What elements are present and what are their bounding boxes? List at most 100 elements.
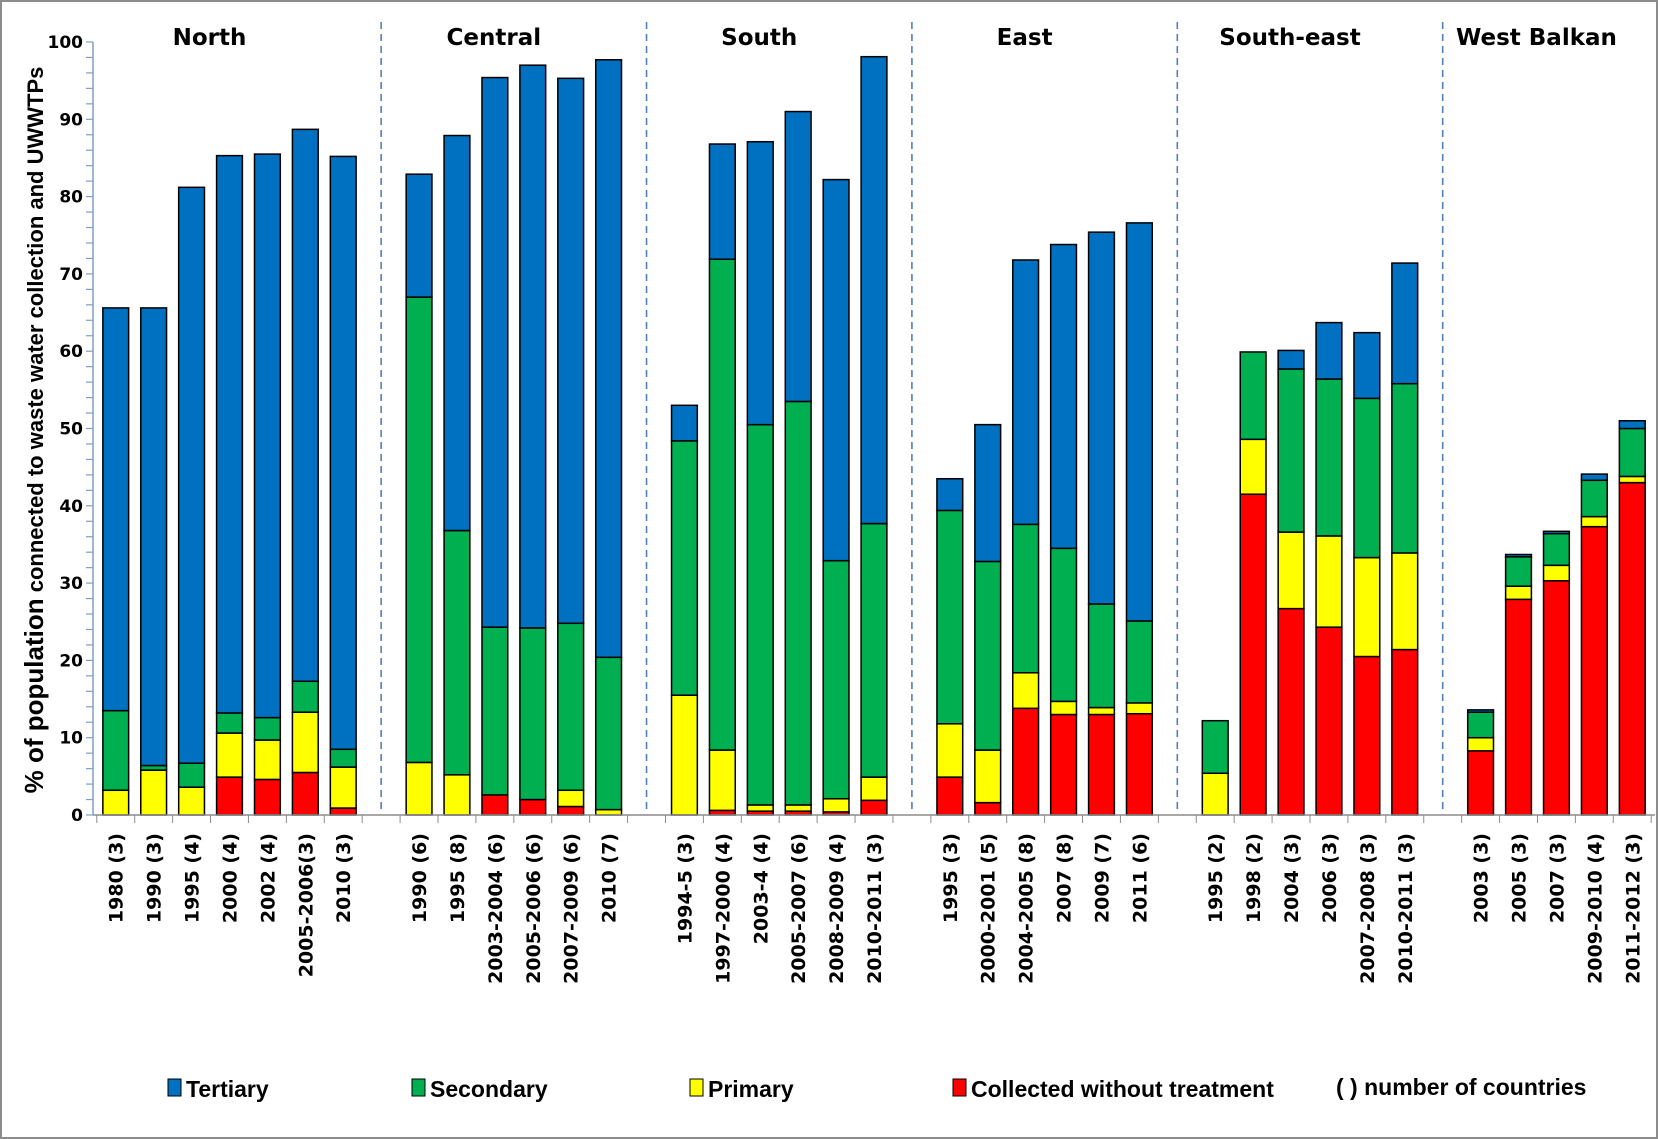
bar-segment-tertiary: [253, 153, 282, 719]
x-tick-label: 2004 (3): [1281, 833, 1303, 923]
bar-segment-primary: [1353, 556, 1381, 658]
bar-segment-tertiary: [329, 155, 357, 751]
bar-stack: [746, 140, 774, 816]
x-tick-label: 1980 (3): [106, 833, 128, 923]
bar-segment-collected: [481, 794, 509, 816]
bar-segment-primary: [974, 749, 1002, 804]
x-tick-label: 2006 (3): [1319, 833, 1341, 923]
y-axis-title: % of population connected to waste water…: [19, 67, 49, 794]
x-tick-label: 2011-2012 (3): [1622, 833, 1644, 984]
bar-segment-tertiary: [1504, 553, 1533, 558]
legend-label-collected: Collected without treatment: [971, 1076, 1274, 1102]
y-tick-label: 90: [59, 110, 83, 130]
y-axis: 0 10 20 30 40 50 60 70 80 90 100: [48, 33, 94, 826]
bar-stack: [1049, 243, 1078, 816]
bar-segment-secondary: [822, 559, 850, 800]
legend-note: ( ) number of countries: [1336, 1074, 1586, 1100]
bar-segment-primary: [670, 694, 699, 816]
bar-segment-collected: [291, 771, 319, 816]
bar-segment-secondary: [784, 400, 812, 806]
bar-segment-secondary: [594, 656, 623, 811]
x-tick-label: 2008-2009 (4): [826, 833, 848, 984]
x-tick-label: 1995 (2): [1205, 833, 1227, 923]
bar-segment-secondary: [329, 748, 357, 768]
bar-segment-primary: [1239, 438, 1267, 495]
x-tick-label: 1995 (8): [447, 833, 469, 923]
bar-stack: [329, 155, 357, 816]
bar-segment-tertiary: [557, 77, 585, 625]
group-label: Central: [447, 25, 542, 51]
bar-segment-collected: [1618, 481, 1646, 816]
bar-segment-tertiary: [1277, 349, 1305, 370]
bar-segment-secondary: [936, 509, 964, 725]
bar-segment-primary: [557, 789, 585, 808]
y-tick-label: 80: [59, 188, 83, 208]
bar-segment-tertiary: [405, 173, 433, 298]
bar-stack: [594, 59, 623, 816]
bar-segment-secondary: [177, 762, 206, 788]
bar-segment-secondary: [481, 626, 509, 796]
legend-label-primary: Primary: [708, 1076, 794, 1102]
y-tick-label: 50: [59, 420, 83, 440]
bar-segment-primary: [1087, 706, 1116, 716]
bar-segment-primary: [1580, 515, 1608, 528]
legend-swatch-collected: [952, 1078, 967, 1097]
bar-segment-secondary: [670, 440, 699, 696]
legend: Tertiary Secondary Primary Collected withou…: [167, 1076, 1274, 1102]
group-label: South-east: [1219, 25, 1360, 51]
legend-swatch-secondary: [411, 1078, 426, 1097]
x-tick-label: 2010 (3): [333, 833, 355, 923]
legend-item-collected: Collected without treatment: [952, 1076, 1274, 1102]
bar-segment-secondary: [1504, 556, 1533, 587]
x-tick-label: 1990 (3): [144, 833, 166, 923]
x-tick-label: 2002 (4): [257, 833, 279, 923]
legend-label-tertiary: Tertiary: [186, 1076, 269, 1102]
bar-segment-tertiary: [215, 154, 244, 714]
bar-segment-secondary: [557, 622, 585, 792]
group-label: South: [721, 25, 797, 51]
bar-segment-tertiary: [1049, 243, 1078, 550]
bar-segment-tertiary: [594, 59, 623, 659]
bar-segment-collected: [1239, 493, 1267, 816]
bar-segment-primary: [708, 749, 736, 812]
bar-segment-primary: [102, 789, 130, 816]
bar-segment-collected: [974, 801, 1002, 816]
bar-segment-primary: [594, 808, 623, 816]
legend-item-secondary: Secondary: [411, 1076, 548, 1102]
bar-segment-tertiary: [1315, 321, 1343, 380]
bar-segment-secondary: [1466, 711, 1495, 739]
bar-segment-tertiary: [1466, 709, 1495, 713]
x-tick-label: 2010-2011 (3): [864, 833, 886, 984]
bar-stack: [1087, 231, 1116, 816]
bar-stack: [519, 64, 547, 816]
y-axis-title-rest: connected to waste water collection and …: [23, 67, 48, 599]
x-tick-label: 1998 (2): [1243, 833, 1265, 923]
group-label: West Balkan: [1456, 25, 1617, 51]
x-tick-label: 2005-2007 (6): [788, 833, 810, 984]
bar-segment-tertiary: [1125, 222, 1154, 622]
bar-segment-tertiary: [1618, 420, 1646, 430]
bar-segment-primary: [860, 776, 888, 802]
bar-segment-tertiary: [177, 186, 206, 764]
bar-segment-secondary: [1315, 378, 1343, 537]
y-tick-label: 60: [59, 342, 83, 362]
bar-segment-tertiary: [519, 64, 547, 629]
x-tick-label: 2009-2010 (4): [1584, 833, 1606, 984]
bar-stack: [1353, 331, 1381, 816]
bar-stack: [936, 477, 964, 816]
x-tick-label: 2007-2009 (6): [561, 833, 583, 984]
bar-stack: [784, 110, 812, 816]
bar-stack: [102, 307, 130, 816]
bar-segment-primary: [253, 739, 282, 781]
bar-segment-collected: [557, 805, 585, 816]
bar-stack: [1012, 259, 1040, 816]
bar-segment-primary: [177, 786, 206, 816]
bar-segment-tertiary: [936, 477, 964, 512]
group-label: North: [173, 25, 247, 51]
x-tick-label: 2011 (6): [1129, 833, 1151, 923]
bar-segment-tertiary: [443, 134, 471, 532]
x-tick-label: 2003-2004 (6): [485, 833, 507, 984]
bar-segment-primary: [1201, 772, 1229, 816]
bar-segment-collected: [936, 776, 964, 816]
bar-stack: [1580, 473, 1608, 816]
